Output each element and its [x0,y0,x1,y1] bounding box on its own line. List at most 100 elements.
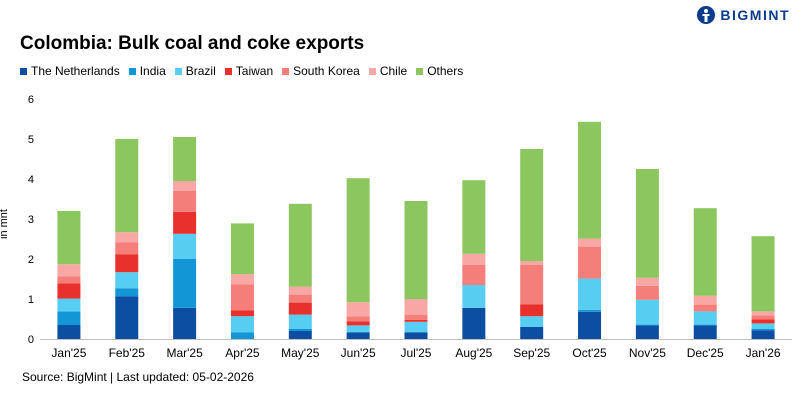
bar-segment [635,325,659,339]
bar-segment [404,319,428,322]
bar-segment [288,203,312,287]
x-tick-label: Oct'25 [572,346,607,360]
bar-segment [115,232,139,243]
legend-label: India [139,64,166,78]
bar-segment [751,315,775,320]
legend-item: The Netherlands [20,64,120,78]
chart-legend: The Netherlands India Brazil Taiwan South Ko… [20,63,472,79]
legend-item: Taiwan [224,64,274,78]
bar-segment [115,288,139,297]
bar-segment [693,295,717,305]
bar-segment [404,332,428,339]
x-tick-label: Jun'25 [341,346,376,360]
bar-segment [578,309,602,312]
bar-segment [520,261,544,265]
bar-segment [230,284,254,311]
bar-segment [346,302,370,317]
legend-swatch [282,67,290,75]
legend-label: Others [427,64,464,78]
bar-segment [230,274,254,285]
x-tick-label: Sep'25 [513,346,550,360]
bar-segment [462,285,486,308]
bar-segment [462,180,486,254]
y-tick-label: 1 [28,294,34,306]
bar-segment [57,264,81,277]
bar-segment [57,283,81,299]
bar-segment [693,304,717,312]
bar-segment [288,286,312,295]
bar-segment [288,294,312,303]
bar-segment [578,278,602,310]
bigmint-logo: BIGMINT [696,4,790,26]
bar-segment [520,304,544,317]
bar-segment [404,331,428,333]
legend-swatch [368,67,376,75]
bar-segment [173,307,197,339]
x-tick-label: Nov'25 [629,346,666,360]
bar-segment [115,254,139,273]
x-tick-label: Dec'25 [687,346,724,360]
chart-title: Colombia: Bulk coal and coke exports [20,33,365,54]
bar-segment [693,324,717,326]
bar-segment [520,149,544,261]
legend-item: Chile [368,64,407,78]
bar-segment [693,311,717,325]
bar-segment [751,319,775,324]
bar-segment [115,296,139,339]
bar-segment [57,325,81,339]
bar-segment [230,316,254,333]
bar-segment [346,178,370,303]
bar-segment [404,201,428,299]
legend-swatch [20,67,27,75]
bar-segment [115,242,139,255]
bar-segment [230,223,254,275]
bar-segment [578,238,602,247]
bar-segment [57,211,81,265]
bar-segment [578,246,602,279]
bar-segment [462,265,486,285]
bar-segment [288,331,312,339]
legend-label: The Netherlands [31,64,120,78]
x-tick-label: Jul'25 [401,346,432,360]
bar-segment [520,327,544,339]
bar-segment [346,316,370,322]
bar-segment [520,265,544,305]
bar-segment [57,311,81,325]
y-tick-label: 2 [28,254,34,266]
legend-swatch [224,67,232,75]
legend-label: Brazil [185,64,216,78]
y-tick-label: 4 [28,174,34,186]
bar-segment [635,324,659,326]
y-tick-label: 3 [28,214,34,226]
legend-swatch [416,67,424,75]
bar-segment [57,276,81,284]
bar-segment [404,299,428,315]
x-tick-label: Jan'26 [746,346,781,360]
bar-segment [230,310,254,317]
bar-segment [404,321,428,332]
bar-segment [635,299,659,325]
bar-segment [173,137,197,181]
bar-segment [751,329,775,331]
bar-segment [288,329,312,331]
bar-segment [751,311,775,316]
bar-segment [578,311,602,339]
bar-segment [520,316,544,327]
bar-segment [635,169,659,278]
bar-segment [288,302,312,315]
bar-segment [346,321,370,326]
bar-segment [462,307,486,339]
bar-segment [462,253,486,265]
bar-segment [173,259,197,308]
legend-label: Taiwan [235,64,274,78]
bar-segment [751,330,775,339]
source-note: Source: BigMint | Last updated: 05-02-20… [22,370,254,384]
bar-segment [635,285,659,300]
legend-item: South Korea [282,64,360,78]
bar-segment [693,325,717,339]
bar-segment [288,314,312,329]
legend-item: Others [416,64,463,78]
bar-segment [115,272,139,289]
x-tick-label: Jan'25 [51,346,86,360]
